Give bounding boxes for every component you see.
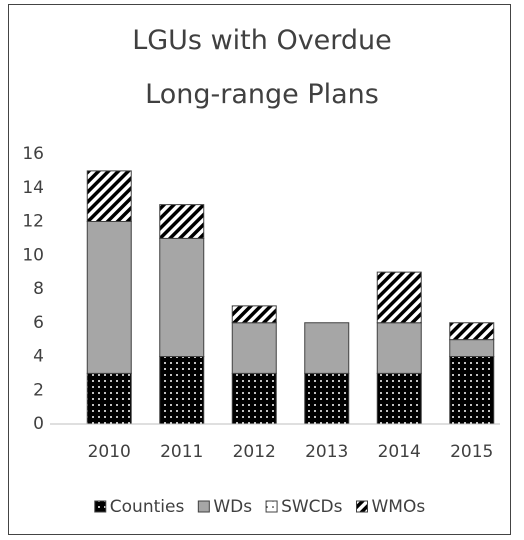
- x-tick-label: 2011: [160, 442, 203, 462]
- legend-swatch: [94, 500, 107, 513]
- y-tick-label: 6: [33, 313, 44, 333]
- bar-segment: [376, 322, 422, 374]
- bar-segment: [86, 221, 132, 374]
- bar-segment: [304, 372, 350, 425]
- x-tick-label: 2015: [450, 442, 493, 462]
- legend-label: Counties: [110, 497, 185, 517]
- legend-swatch: [265, 500, 278, 513]
- y-tick-label: 10: [22, 245, 44, 265]
- legend-swatch: [356, 500, 368, 513]
- chart-title: LGUs with Overdue Long-range Plans: [132, 25, 392, 110]
- bar-segment: [376, 372, 422, 425]
- bar-segment: [304, 322, 350, 374]
- x-tick-label: 2010: [88, 442, 131, 462]
- bar-segment: [86, 372, 132, 425]
- bar-segment: [86, 170, 132, 222]
- y-tick-label: 2: [33, 380, 44, 400]
- x-tick-label: 2014: [378, 442, 421, 462]
- legend-label: WMOs: [372, 497, 426, 517]
- legend-label: SWCDs: [281, 497, 343, 517]
- bar-segment: [231, 322, 277, 374]
- bar-segment: [376, 271, 422, 324]
- bar-segment: [449, 322, 495, 341]
- y-tick-label: 14: [22, 178, 44, 198]
- y-tick-label: 4: [33, 347, 44, 367]
- bar-segment: [159, 237, 205, 357]
- x-tick-label: 2012: [233, 442, 276, 462]
- bar-segment: [231, 372, 277, 425]
- legend-label: WDs: [213, 497, 252, 517]
- bar-segment: [159, 204, 205, 239]
- legend-swatch: [197, 500, 210, 513]
- x-tick-label: 2013: [305, 442, 348, 462]
- y-tick-label: 12: [22, 212, 44, 232]
- bar-segment: [231, 305, 277, 324]
- y-tick-label: 8: [33, 279, 44, 299]
- bar-segment: [159, 356, 205, 425]
- bar-segment: [449, 339, 495, 357]
- y-tick-label: 0: [33, 414, 44, 434]
- y-tick-label: 16: [22, 144, 44, 164]
- chart-frame: [8, 4, 511, 535]
- bar-segment: [449, 356, 495, 425]
